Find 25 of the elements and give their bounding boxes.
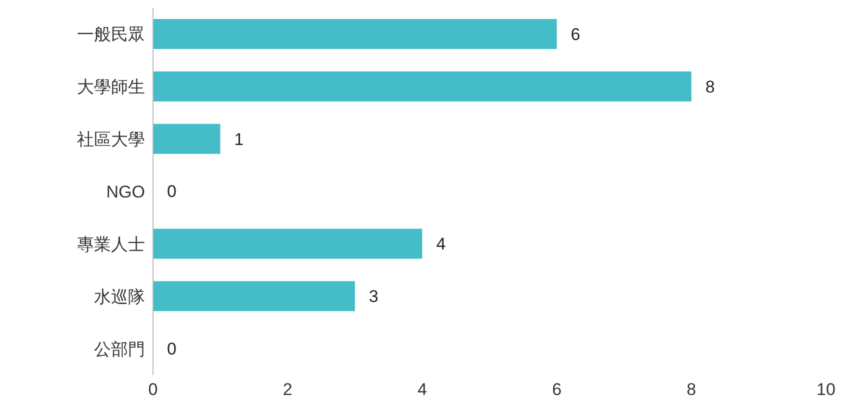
data-label: 0 (167, 182, 176, 202)
data-label: 1 (234, 130, 244, 149)
data-label: 4 (436, 234, 446, 254)
x-tick-label: 0 (148, 380, 158, 400)
x-tick-label: 4 (417, 380, 427, 400)
bar (153, 228, 422, 259)
data-label: 8 (705, 77, 715, 96)
y-tick-label: 水巡隊 (94, 287, 145, 306)
x-tick-label: 6 (552, 380, 562, 400)
data-label: 6 (570, 24, 580, 44)
bar (153, 281, 355, 312)
y-tick-label: 社區大學 (77, 130, 145, 150)
bar (153, 19, 557, 49)
bar (153, 71, 692, 102)
y-tick-label: NGO (106, 182, 145, 202)
bar (153, 124, 220, 154)
y-tick-label: 公部門 (94, 340, 145, 359)
x-tick-label: 8 (686, 380, 696, 400)
data-label: 3 (368, 287, 378, 306)
y-tick-label: 一般民眾 (77, 25, 145, 44)
y-tick-label: 大學師生 (77, 78, 145, 97)
x-tick-label: 10 (816, 380, 836, 400)
data-label: 0 (167, 340, 176, 359)
x-tick-label: 2 (282, 380, 292, 400)
y-tick-label: 專業人士 (77, 234, 145, 254)
